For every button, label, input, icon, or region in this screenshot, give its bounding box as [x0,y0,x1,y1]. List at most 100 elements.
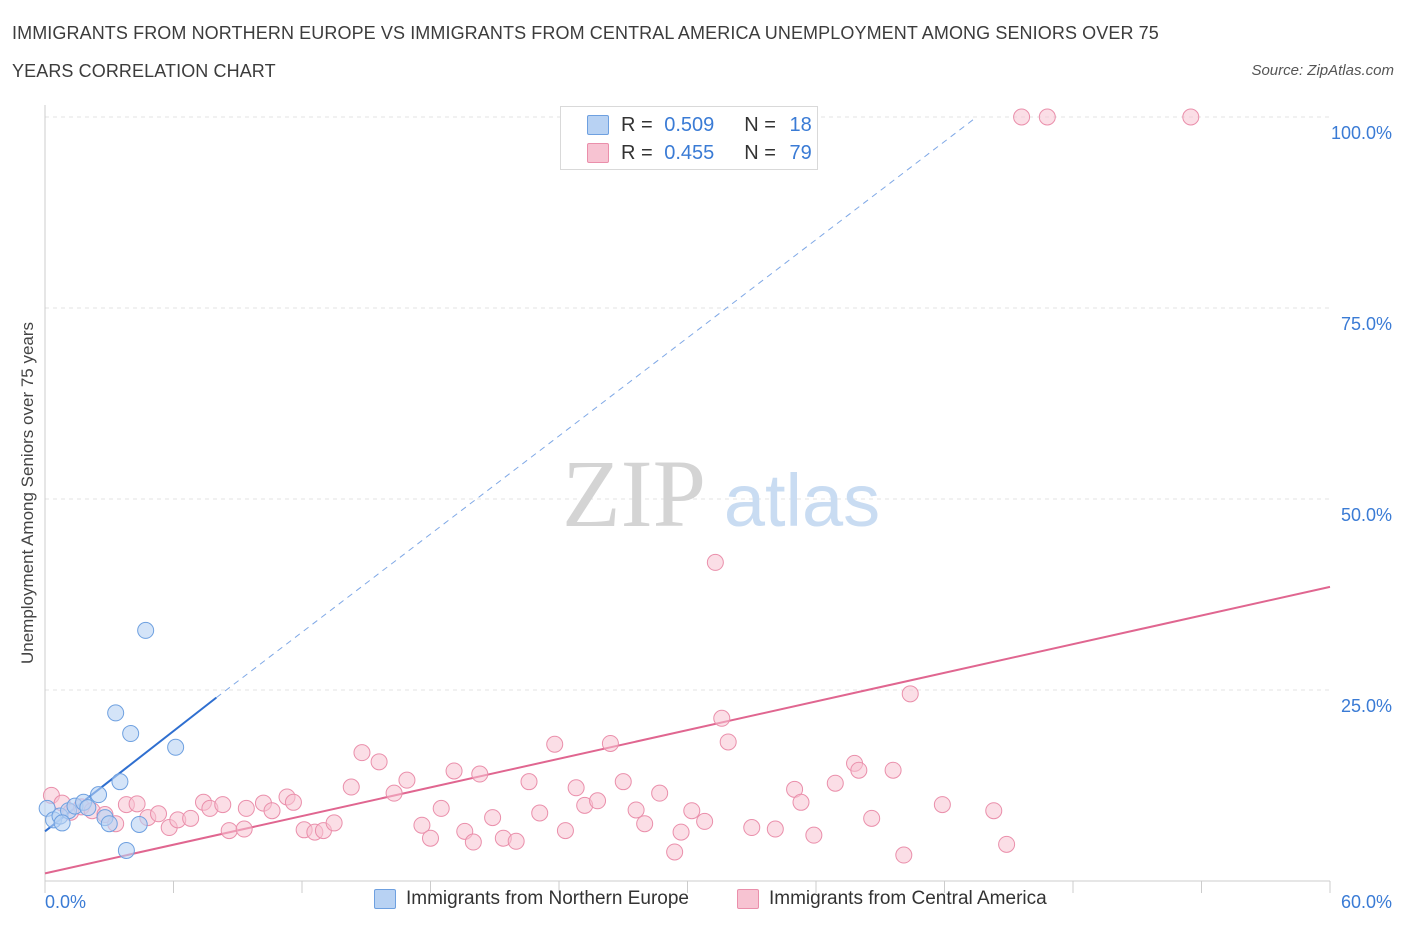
data-point-northern-europe [137,621,155,639]
data-point-central-america [743,819,761,837]
data-point-central-america [237,799,255,817]
data-point-central-america [471,765,489,783]
data-point-central-america [901,685,919,703]
data-point-central-america [520,773,538,791]
data-point-central-america [370,753,388,771]
watermark: ZIP atlas [562,440,880,547]
data-point-central-america [398,771,416,789]
series-name-central-america: Immigrants from Central America [769,888,1047,909]
data-point-central-america [998,835,1016,853]
data-point-central-america [719,733,737,751]
tick-labels: 25.0% 50.0% 75.0% 100.0% 0.0% 60.0% [45,123,1392,912]
series-legend-item-northern-europe: Immigrants from Northern Europe [374,888,689,910]
data-point-northern-europe [107,704,125,722]
series-legend-item-central-america: Immigrants from Central America [737,888,1047,910]
source-label: Source: ZipAtlas.com [1251,62,1394,79]
data-point-central-america [1182,108,1200,126]
data-point-central-america [713,709,731,727]
data-point-central-america [445,762,463,780]
y-axis-label: Unemployment Among Seniors over 75 years [18,321,37,665]
legend-r-label: R = [621,141,659,164]
data-point-central-america [614,773,632,791]
data-point-central-america [884,761,902,779]
data-point-central-america [214,796,232,814]
x-tick-label: 0.0% [45,892,86,912]
data-point-central-america [353,744,371,762]
data-point-northern-europe [167,738,185,756]
series-legend: Immigrants from Northern Europe Immigran… [0,888,1406,916]
data-point-central-america [683,802,701,820]
y-tick-label: 25.0% [1341,696,1392,716]
legend-r-label: R = [621,113,659,136]
trend-line-northern-europe-extrapolated [216,116,977,699]
data-points [38,108,1200,864]
data-point-northern-europe [90,786,108,804]
watermark-atlas: atlas [724,459,880,542]
data-point-central-america [284,793,302,811]
data-point-central-america [556,822,574,840]
data-point-central-america [627,801,645,819]
data-point-central-america [666,843,684,861]
data-point-northern-europe [79,799,97,817]
legend-n-label: N = [744,141,782,164]
legend-r-value: 0.509 [664,113,715,136]
series-swatch-pink [737,889,759,909]
data-point-central-america [766,820,784,838]
data-point-central-america [507,832,525,850]
axes [44,105,1331,893]
legend-row-northern-europe: R = 0.509 N = 18 [587,113,812,137]
data-point-northern-europe [111,773,129,791]
y-tick-label: 75.0% [1341,314,1392,334]
chart-title: IMMIGRANTS FROM NORTHERN EUROPE VS IMMIG… [12,23,1159,81]
data-point-central-america [531,804,549,822]
x-tick-label: 60.0% [1341,892,1392,912]
data-point-central-america [589,792,607,810]
data-point-northern-europe [122,725,140,743]
data-point-northern-europe [53,814,71,832]
data-point-central-america [706,553,724,571]
data-point-central-america [895,846,913,864]
data-point-central-america [325,814,343,832]
series-swatch-blue [374,889,396,909]
data-point-central-america [150,805,168,823]
data-point-central-america [636,815,654,833]
y-tick-label: 100.0% [1331,123,1392,143]
data-point-central-america [792,793,810,811]
data-point-central-america [422,829,439,847]
legend-r-value: 0.455 [664,141,715,164]
data-point-central-america [933,796,951,814]
data-point-central-america [696,812,714,830]
trend-line-central-america [44,585,1331,875]
legend-row-central-america: R = 0.455 N = 79 [587,141,812,165]
data-point-central-america [263,802,281,820]
data-point-central-america [1038,108,1056,126]
data-point-central-america [546,735,564,753]
legend-swatch-pink [587,143,609,163]
data-point-central-america [601,734,619,752]
data-point-central-america [484,809,502,827]
data-point-central-america [342,778,360,796]
data-point-central-america [464,833,482,851]
data-point-central-america [651,784,669,802]
data-point-central-america [863,809,881,827]
data-point-central-america [220,822,238,840]
data-point-central-america [805,826,823,844]
series-name-northern-europe: Immigrants from Northern Europe [406,888,689,909]
grid-lines [45,116,1330,691]
legend-swatch-blue [587,115,609,135]
data-point-central-america [1013,108,1031,126]
data-point-central-america [850,761,868,779]
data-point-central-america [235,820,253,838]
data-point-central-america [985,802,1003,820]
legend-n-value: 79 [789,141,812,164]
correlation-legend: R = 0.509 N = 18 R = 0.455 N = 79 [560,106,818,170]
legend-n-value: 18 [789,113,812,136]
y-tick-label: 50.0% [1341,505,1392,525]
legend-n-label: N = [744,113,782,136]
data-point-northern-europe [117,841,135,859]
data-point-northern-europe [130,815,148,833]
data-point-central-america [567,779,585,797]
watermark-zip: ZIP [562,440,706,547]
data-point-central-america [432,799,450,817]
